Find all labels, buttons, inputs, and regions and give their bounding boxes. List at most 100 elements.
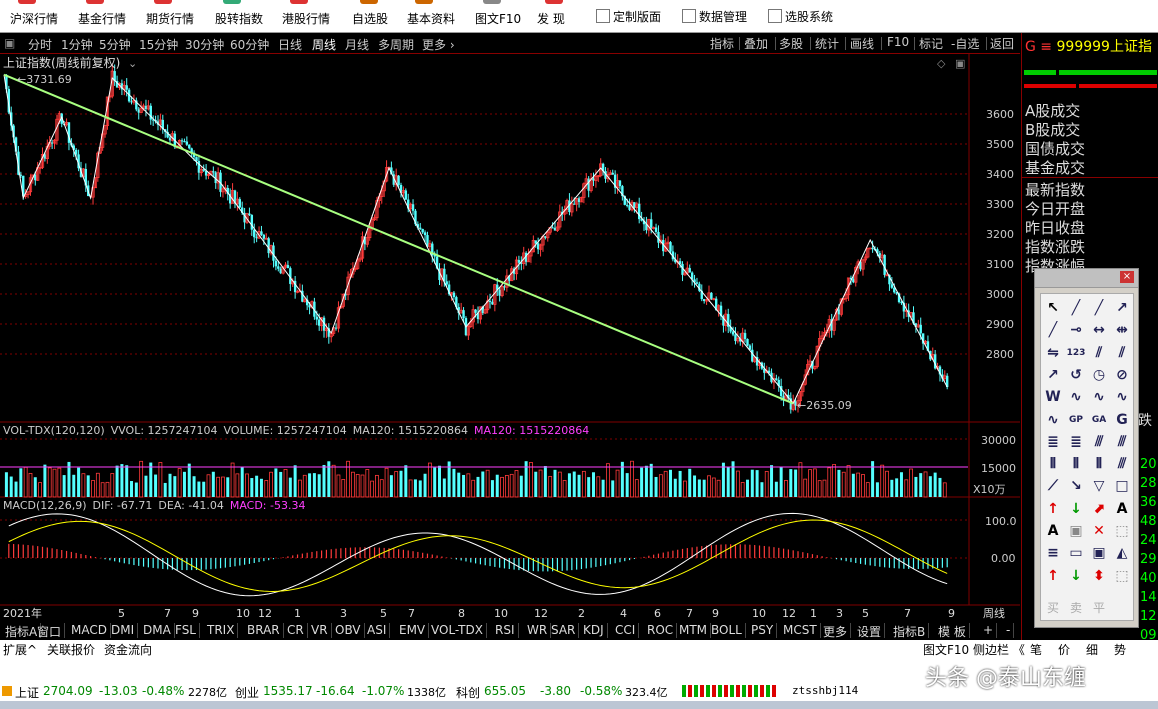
draw-tool-icon[interactable]: ⫻: [1117, 433, 1127, 450]
draw-tool-icon[interactable]: ∿: [1070, 389, 1082, 406]
indicator-tab-9[interactable]: VR: [308, 623, 332, 638]
restore-icon[interactable]: ▣: [955, 57, 965, 70]
diamond-icon[interactable]: ◇: [937, 57, 946, 70]
btn-overlay[interactable]: 叠加: [744, 37, 769, 51]
draw-tool-icon[interactable]: ↖: [1047, 300, 1059, 316]
toolbar-f10[interactable]: 图文F10: [475, 0, 527, 32]
period-weekly[interactable]: 周线: [312, 38, 337, 52]
draw-tool-icon[interactable]: ⬚: [1115, 523, 1129, 539]
draw-tool-icon[interactable]: ≡: [1047, 545, 1059, 562]
toolbox-titlebar[interactable]: ×: [1035, 269, 1138, 288]
draw-tool-icon[interactable]: ↔: [1093, 322, 1105, 339]
indicator-tab-5[interactable]: FSL: [172, 623, 200, 638]
toolbar-fund-quotes[interactable]: 基金行情: [78, 0, 140, 32]
tab-price[interactable]: 价: [1058, 643, 1071, 657]
draw-tool-icon[interactable]: ╱: [1071, 300, 1081, 316]
period-multi[interactable]: 多周期: [378, 38, 415, 52]
draw-tool-icon[interactable]: ✕: [1093, 523, 1105, 539]
draw-tool-icon[interactable]: ⊸: [1070, 322, 1082, 339]
draw-tool-icon[interactable]: ↓: [1070, 500, 1082, 517]
draw-tool-icon[interactable]: ⇋: [1047, 344, 1059, 361]
indicator-tab-6[interactable]: TRIX: [204, 623, 239, 638]
btn-drawline[interactable]: 画线: [850, 37, 875, 51]
indicator-tab-4[interactable]: DMA: [140, 623, 175, 638]
indicator-tab-2[interactable]: MACD: [68, 623, 111, 638]
chart-canvas[interactable]: 上证指数(周线前复权) ⌄ ←3731.69 ←2635.09 ◇ ▣ 3600…: [0, 54, 1020, 622]
indicator-tab-21[interactable]: BOLL: [708, 623, 746, 638]
toolbar-futures-quotes[interactable]: 期货行情: [146, 0, 208, 32]
btn-f10[interactable]: F10: [887, 35, 910, 49]
draw-tool-icon[interactable]: ◭: [1116, 545, 1128, 562]
draw-tool-icon[interactable]: ⟋: [1048, 478, 1058, 495]
draw-tool-icon[interactable]: ▣: [1069, 523, 1083, 539]
sh-name[interactable]: 上证: [15, 686, 40, 700]
draw-tool-icon[interactable]: ↘: [1070, 478, 1082, 495]
period-15min[interactable]: 15分钟: [139, 38, 179, 52]
indicator-tab-right-3[interactable]: -: [1003, 623, 1015, 638]
draw-tool-icon[interactable]: ◷: [1092, 366, 1106, 383]
draw-tool-icon[interactable]: GP: [1069, 414, 1083, 425]
stock-select-button[interactable]: 选股系统: [768, 8, 833, 26]
close-icon[interactable]: ×: [1120, 271, 1134, 283]
draw-tool-icon[interactable]: ⦀: [1049, 456, 1057, 473]
indicator-tab-23[interactable]: MCST: [780, 623, 821, 638]
draw-tool-icon[interactable]: ⦀: [1072, 456, 1080, 473]
btn-multistock[interactable]: 多股: [779, 37, 804, 51]
indicator-tab-14[interactable]: RSI: [492, 623, 519, 638]
indicator-tab-16[interactable]: SAR: [548, 623, 580, 638]
indicator-tab-18[interactable]: CCI: [612, 623, 640, 638]
indicator-tab-15[interactable]: WR: [524, 623, 552, 638]
indicator-tab-24[interactable]: 更多: [820, 623, 852, 639]
indicator-tab-11[interactable]: ASI: [364, 623, 391, 638]
draw-tool-icon[interactable]: ↓: [1070, 567, 1082, 584]
toolbar-hs-quotes[interactable]: 沪深行情: [10, 0, 72, 32]
draw-tool-icon[interactable]: ⇹: [1116, 322, 1128, 339]
period-more[interactable]: 更多 ›: [422, 38, 455, 52]
trade-tool-label[interactable]: 平: [1092, 601, 1105, 615]
tab-expand[interactable]: 扩展^: [3, 643, 38, 657]
btn-stats[interactable]: 统计: [815, 37, 840, 51]
kc-name[interactable]: 科创: [456, 686, 481, 700]
draw-tool-icon[interactable]: ⬈: [1093, 500, 1105, 517]
draw-tool-icon[interactable]: ↺: [1070, 366, 1082, 383]
period-1min[interactable]: 1分钟: [61, 38, 93, 52]
btn-back[interactable]: 返回: [990, 37, 1015, 51]
period-60min[interactable]: 60分钟: [230, 38, 270, 52]
draw-tool-icon[interactable]: ╱: [1094, 300, 1104, 316]
trend-line[interactable]: [3, 73, 794, 405]
draw-tool-icon[interactable]: ╱: [1048, 322, 1058, 339]
btn-mark[interactable]: 标记: [919, 37, 944, 51]
draw-tool-icon[interactable]: ⫽: [1095, 344, 1103, 361]
draw-tool-icon[interactable]: ∿: [1116, 389, 1128, 406]
indicator-tab-8[interactable]: CR: [284, 623, 308, 638]
tab-detail[interactable]: 细: [1086, 643, 1099, 657]
draw-tool-icon[interactable]: ↑: [1047, 567, 1059, 584]
draw-tool-icon[interactable]: A: [1116, 500, 1128, 517]
period-intraday[interactable]: 分时: [28, 38, 53, 52]
cy-name[interactable]: 创业: [235, 686, 260, 700]
draw-tool-icon[interactable]: ▣: [1092, 545, 1106, 562]
draw-tool-icon[interactable]: ▭: [1069, 545, 1083, 562]
tab-capital-flow[interactable]: 资金流向: [104, 643, 153, 657]
draw-tool-icon[interactable]: GA: [1091, 414, 1107, 425]
toolbar-hk-quotes[interactable]: 港股行情: [282, 0, 344, 32]
period-5min[interactable]: 5分钟: [99, 38, 131, 52]
menu-square-icon[interactable]: ▣: [4, 36, 16, 50]
btn-indicator[interactable]: 指标: [710, 37, 735, 51]
indicator-tab-17[interactable]: KDJ: [580, 623, 608, 638]
indicator-tab-10[interactable]: OBV: [332, 623, 365, 638]
trade-tool-label[interactable]: 卖: [1069, 601, 1082, 615]
indicator-tab-25[interactable]: 设置: [854, 623, 886, 639]
trade-tool-label[interactable]: 买: [1046, 601, 1059, 615]
chevron-down-icon[interactable]: ⌄: [128, 57, 137, 70]
indicator-tab-right-0[interactable]: 指标B: [890, 623, 930, 639]
custom-layout-button[interactable]: 定制版面: [596, 8, 661, 26]
indicator-tab-20[interactable]: MTM: [676, 623, 712, 638]
tab-f10-graphic[interactable]: 图文F10: [923, 643, 970, 657]
draw-tool-icon[interactable]: W: [1045, 389, 1061, 406]
indicator-tab-22[interactable]: PSY: [748, 623, 778, 638]
indicator-tab-0[interactable]: 指标A: [2, 623, 42, 639]
draw-tool-icon[interactable]: ≣: [1070, 433, 1082, 450]
draw-tool-icon[interactable]: ⬍: [1093, 567, 1105, 584]
draw-tool-icon[interactable]: ▽: [1093, 478, 1105, 495]
